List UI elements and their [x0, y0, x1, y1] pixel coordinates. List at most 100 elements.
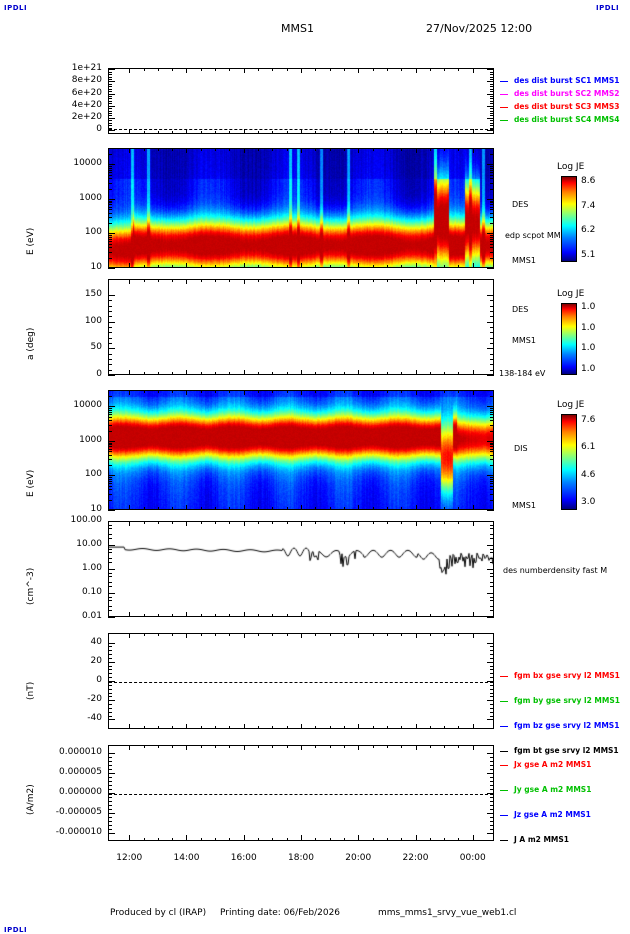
y-minor-tick	[108, 223, 112, 225]
x-minor-tick	[215, 507, 217, 510]
x-minor-tick	[172, 745, 174, 748]
x-minor-tick	[401, 745, 403, 748]
x-minor-tick	[215, 68, 217, 71]
x-minor-tick	[315, 265, 317, 268]
y-minor-tick	[490, 477, 494, 479]
panel-dis-energy-plot[interactable]	[108, 390, 494, 510]
x-tick-mark	[472, 370, 474, 375]
x-tick-mark	[186, 263, 188, 268]
x-minor-tick	[386, 726, 388, 729]
y-tick-mark	[487, 69, 494, 71]
y-minor-tick	[490, 169, 494, 171]
y-tick-label: 150	[84, 289, 102, 299]
y-minor-tick	[108, 430, 112, 432]
x-minor-tick	[386, 614, 388, 617]
y-minor-tick	[490, 420, 494, 422]
x-minor-tick	[329, 372, 331, 375]
y-tick-mark	[487, 198, 494, 200]
y-minor-tick	[108, 465, 112, 467]
x-minor-tick	[172, 148, 174, 151]
panel-bfield-plot[interactable]	[108, 633, 494, 729]
x-minor-tick	[272, 838, 274, 841]
y-tick-mark	[487, 753, 494, 754]
y-tick-mark	[487, 593, 494, 594]
y-tick-mark	[108, 295, 115, 296]
x-tick-mark	[243, 612, 245, 617]
x-minor-tick	[401, 726, 403, 729]
x-minor-tick	[215, 838, 217, 841]
legend-item-label: fgm bz gse srvy l2 MMS1	[514, 721, 620, 730]
x-minor-tick	[157, 745, 159, 748]
x-minor-tick	[157, 131, 159, 134]
x-minor-tick	[401, 390, 403, 393]
x-tick-mark	[472, 68, 474, 73]
y-minor-tick	[108, 805, 112, 806]
y-tick-mark	[108, 617, 115, 618]
y-minor-tick	[108, 537, 112, 539]
x-minor-tick	[258, 131, 260, 134]
panel-current-plot[interactable]	[108, 745, 494, 841]
y-minor-tick	[108, 235, 112, 237]
panel-des-energy-plot[interactable]	[108, 148, 494, 268]
y-minor-tick	[108, 327, 112, 328]
y-minor-tick	[490, 465, 494, 467]
x-minor-tick	[215, 726, 217, 729]
colorbar-tick-label: 7.6	[581, 414, 596, 425]
x-minor-tick	[386, 507, 388, 510]
y-tick-label: 0.000010	[59, 747, 102, 757]
colorbar-des-pa	[561, 303, 577, 375]
y-minor-tick	[108, 98, 112, 100]
y-minor-tick	[108, 499, 112, 501]
y-tick-mark	[108, 813, 115, 814]
y-minor-tick	[490, 204, 494, 206]
x-minor-tick	[200, 148, 202, 151]
panel-des-pitchangle-plot[interactable]	[108, 279, 494, 375]
legend-item-label: J A m2 MMS1	[514, 835, 570, 844]
x-minor-tick	[329, 745, 331, 748]
y-minor-tick	[490, 247, 494, 249]
x-tick-mark	[129, 129, 131, 134]
x-tick-mark	[415, 148, 417, 153]
y-minor-tick	[490, 572, 494, 574]
y-tick-mark	[108, 593, 115, 594]
x-minor-tick	[315, 372, 317, 375]
panel-density-plot[interactable]	[108, 521, 494, 617]
x-minor-tick	[286, 68, 288, 71]
y-minor-tick	[490, 182, 494, 184]
x-minor-tick	[372, 521, 374, 524]
y-minor-tick	[108, 154, 112, 156]
y-tick-mark	[108, 569, 115, 570]
y-minor-tick	[490, 154, 494, 156]
y-minor-tick	[490, 654, 494, 656]
y-minor-tick	[108, 801, 112, 802]
y-minor-tick	[490, 557, 494, 559]
density-trace	[109, 522, 493, 616]
y-minor-tick	[108, 100, 112, 102]
x-minor-tick	[258, 838, 260, 841]
y-minor-tick	[108, 103, 112, 105]
x-minor-tick	[429, 68, 431, 71]
x-tick-mark	[358, 68, 360, 73]
x-minor-tick	[386, 372, 388, 375]
x-tick-mark	[129, 390, 131, 395]
y-tick-mark	[487, 375, 494, 376]
x-minor-tick	[143, 68, 145, 71]
x-minor-tick	[315, 148, 317, 151]
y-tick-mark	[487, 105, 494, 107]
y-minor-tick	[490, 411, 494, 413]
y-minor-tick	[490, 257, 494, 259]
y-minor-tick	[490, 711, 494, 713]
panel-dist-counts-plot[interactable]	[108, 68, 494, 134]
x-tick-mark	[472, 612, 474, 617]
x-minor-tick	[429, 521, 431, 524]
x-minor-tick	[157, 838, 159, 841]
x-minor-tick	[143, 838, 145, 841]
x-minor-tick	[229, 279, 231, 282]
y-minor-tick	[108, 414, 112, 416]
y-minor-tick	[490, 327, 494, 328]
x-minor-tick	[444, 279, 446, 282]
x-tick-mark	[186, 633, 188, 638]
x-minor-tick	[272, 68, 274, 71]
y-tick-mark	[487, 475, 494, 477]
y-minor-tick	[490, 777, 494, 778]
